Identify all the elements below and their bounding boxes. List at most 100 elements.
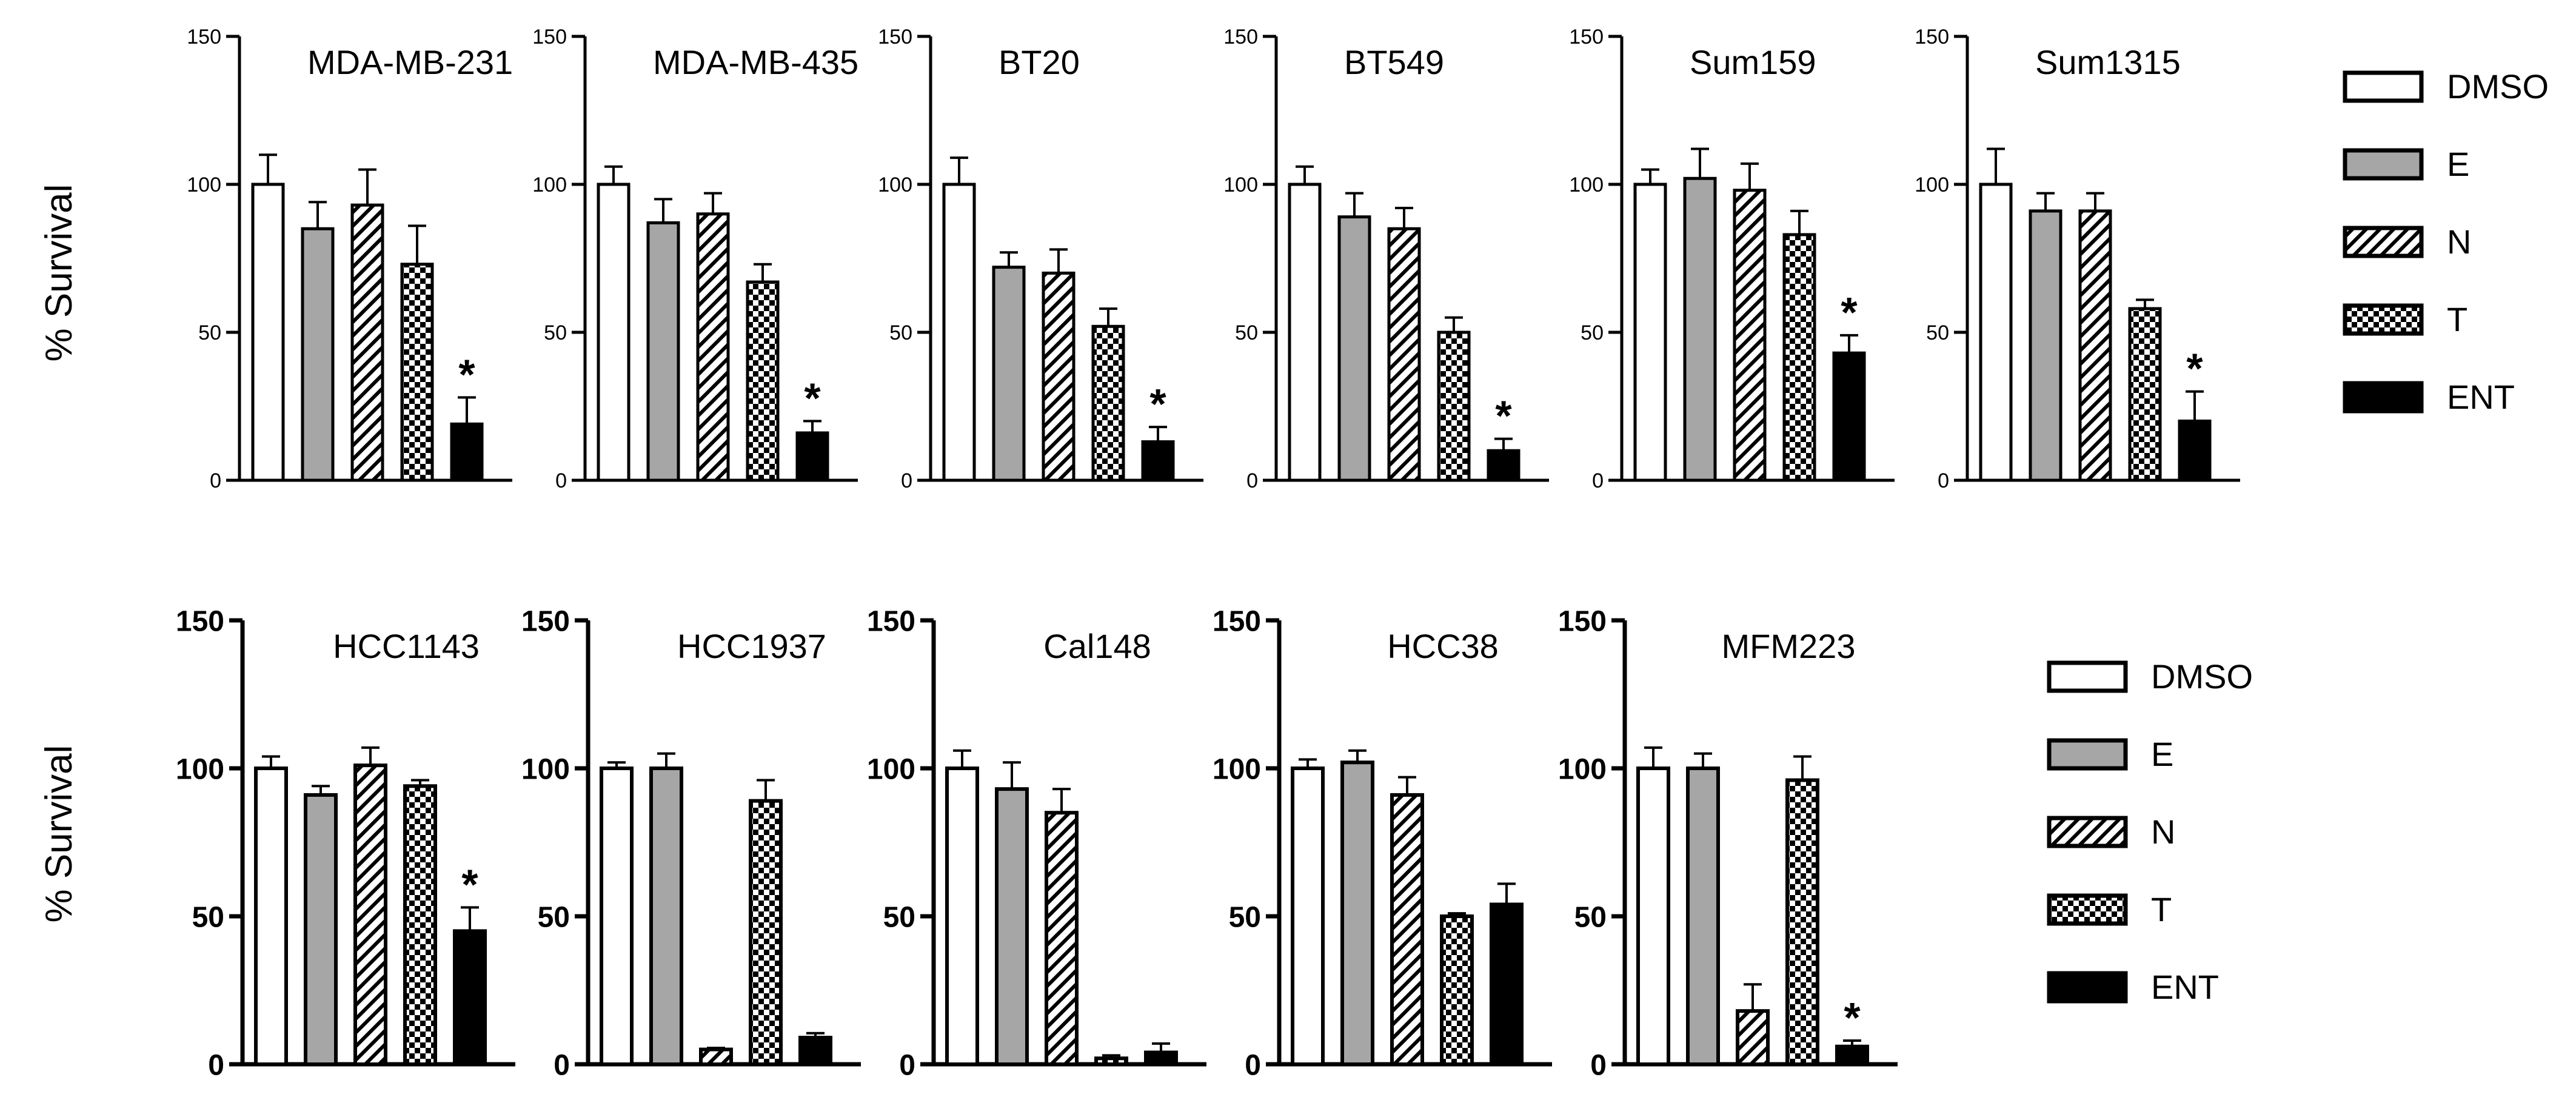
y-tick-label: 150 — [1558, 605, 1607, 637]
y-tick-label: 100 — [187, 173, 221, 196]
y-tick-label: 0 — [554, 1049, 570, 1081]
panel-title: HCC1937 — [677, 627, 826, 665]
y-tick-label: 150 — [867, 605, 915, 637]
legend-swatch-dmso — [2047, 660, 2128, 693]
bar-t — [403, 784, 437, 1067]
chart-panel: 0 50 100 150 Cal148 — [867, 605, 1206, 1081]
y-tick-label: 150 — [1213, 605, 1261, 637]
bar-n — [1045, 811, 1079, 1066]
bar-dmso — [251, 183, 285, 482]
bar-e — [2029, 209, 2062, 482]
legend-label: DMSO — [2151, 657, 2253, 696]
significance-star: * — [2186, 345, 2203, 392]
bar-ent — [1487, 449, 1521, 482]
y-tick-label: 150 — [1915, 25, 1949, 49]
bar-e — [1683, 176, 1717, 482]
y-tick-label: 100 — [1915, 173, 1949, 196]
y-tick-label: 50 — [1235, 321, 1258, 344]
y-tick-label: 100 — [867, 753, 915, 785]
chart-panel: 0 50 100 150 BT549 * — [1223, 25, 1549, 492]
panel-title: Cal148 — [1043, 627, 1151, 665]
ylabel-bottom: % Survival — [38, 745, 80, 923]
bar-dmso — [597, 183, 631, 482]
bar-n — [1387, 227, 1421, 482]
legend-label: N — [2151, 813, 2175, 851]
legend-label: E — [2447, 145, 2469, 183]
bar-dmso — [942, 183, 976, 482]
legend-swatch-t — [2343, 303, 2424, 336]
panel-title: MFM223 — [1722, 627, 1856, 665]
legend-swatch-ent — [2343, 381, 2424, 414]
chart-panel: 0 50 100 150 Sum1315 * — [1915, 25, 2240, 492]
significance-star: * — [1841, 289, 1858, 336]
bar-dmso — [1288, 183, 1322, 482]
bar-n — [696, 212, 730, 482]
bar-n — [1733, 189, 1767, 482]
panel-title: BT20 — [999, 43, 1080, 81]
bar-e — [304, 793, 338, 1067]
y-tick-label: 0 — [208, 1049, 224, 1081]
bar-n — [1042, 271, 1076, 482]
legend-swatch-t — [2047, 893, 2128, 926]
chart-panel: 0 50 100 150 MDA-MB-435 * — [532, 25, 858, 492]
bar-ent — [2178, 419, 2212, 482]
bar-n — [699, 1047, 733, 1066]
bar-t — [400, 263, 434, 482]
bar-e — [301, 227, 335, 482]
legend-label: T — [2151, 890, 2172, 928]
y-tick-label: 0 — [1938, 469, 1949, 492]
legend-label: E — [2151, 735, 2173, 773]
y-tick-label: 0 — [899, 1049, 915, 1081]
significance-star: * — [804, 374, 821, 421]
y-tick-label: 0 — [210, 469, 221, 492]
panel-title: HCC38 — [1387, 627, 1499, 665]
chart-panel: 0 50 100 150 Sum159 * — [1569, 25, 1895, 492]
significance-star: * — [461, 860, 478, 908]
bar-dmso — [1979, 183, 2013, 482]
chart-panel: 0 50 100 150 HCC38 — [1213, 605, 1552, 1081]
bar-ent — [1144, 1050, 1178, 1066]
y-tick-label: 50 — [883, 901, 915, 933]
y-tick-label: 0 — [1245, 1049, 1261, 1081]
y-tick-label: 0 — [555, 469, 567, 492]
legend-swatch-e — [2343, 148, 2424, 181]
chart-panels: 0 50 100 150 MDA-MB-231 * 0 50 100 150 MDA-MB-435 *… — [176, 25, 2240, 1081]
bar-ent — [450, 422, 484, 482]
y-tick-label: 100 — [1213, 753, 1261, 785]
y-tick-label: 50 — [538, 901, 570, 933]
y-tick-label: 100 — [521, 753, 570, 785]
bar-e — [992, 266, 1026, 482]
significance-star: * — [458, 351, 475, 398]
bar-t — [2128, 307, 2162, 482]
bar-n — [1390, 793, 1424, 1067]
y-tick-label: 50 — [544, 321, 567, 344]
legend-swatch-ent — [2047, 971, 2128, 1004]
y-tick-label: 0 — [901, 469, 912, 492]
chart-panel: 0 50 100 150 MDA-MB-231 * — [187, 25, 513, 492]
legend-label: DMSO — [2447, 67, 2549, 106]
bar-ent — [1141, 440, 1175, 482]
y-tick-label: 50 — [192, 901, 224, 933]
significance-star: * — [1495, 392, 1512, 440]
bar-e — [1337, 215, 1371, 482]
panel-title: Sum159 — [1690, 43, 1816, 81]
bar-t — [1782, 233, 1816, 482]
significance-star: * — [1844, 994, 1861, 1041]
panel-title: HCC1143 — [333, 627, 480, 665]
bar-e — [995, 787, 1029, 1067]
y-tick-label: 150 — [1223, 25, 1258, 49]
bar-ent — [1490, 902, 1524, 1066]
legend-label: T — [2447, 300, 2467, 338]
y-tick-label: 150 — [187, 25, 221, 49]
bar-n — [2078, 209, 2112, 482]
y-tick-label: 50 — [1926, 321, 1949, 344]
legend-label: N — [2447, 223, 2471, 261]
bar-e — [649, 767, 683, 1066]
bar-dmso — [1636, 767, 1670, 1066]
bar-ent — [795, 431, 829, 482]
chart-panel: 0 50 100 150 HCC1143 * — [176, 605, 515, 1081]
significance-star: * — [1149, 380, 1166, 428]
bar-t — [1091, 324, 1125, 482]
